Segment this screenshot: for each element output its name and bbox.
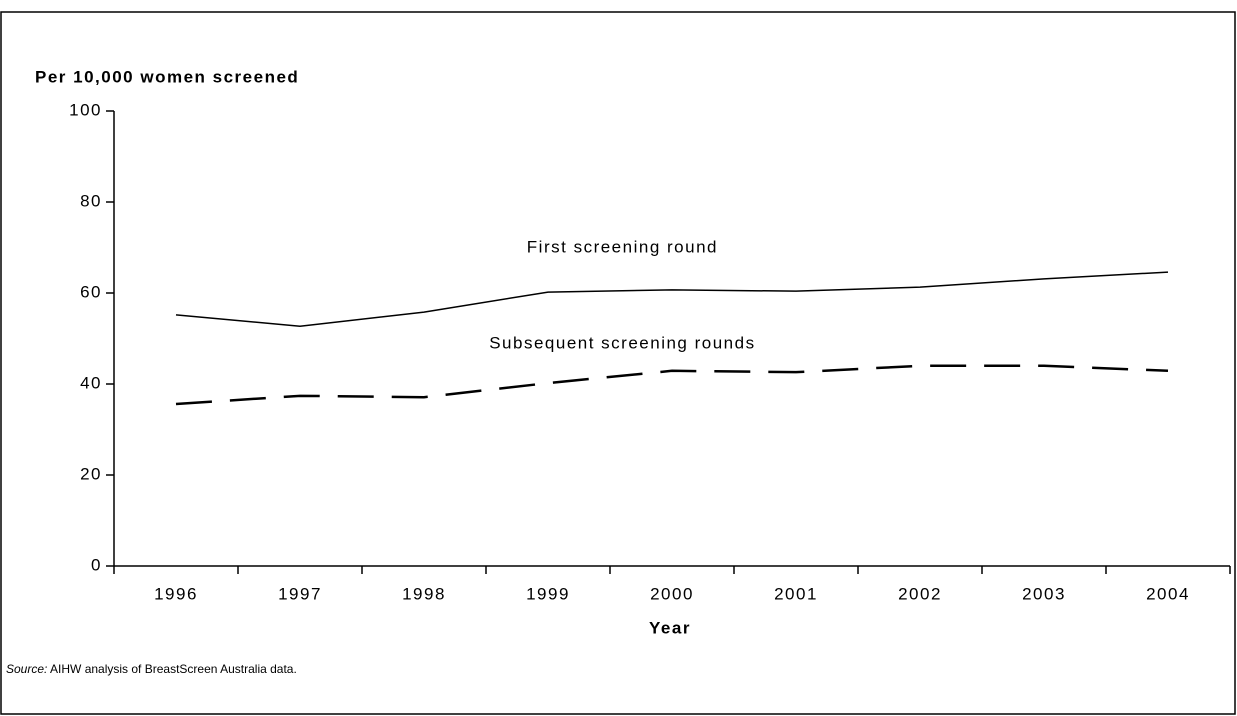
series-label: First screening round	[527, 237, 718, 256]
frame	[0, 11, 1236, 715]
y-axis-title: Per 10,000 women screened	[35, 67, 299, 86]
x-tick-label: 2002	[898, 584, 942, 603]
x-tick-label: 2003	[1022, 584, 1066, 603]
y-tick-label: 100	[69, 100, 102, 119]
x-tick-label: 1999	[526, 584, 570, 603]
x-tick-label: 1997	[278, 584, 322, 603]
y-tick-label: 0	[91, 555, 102, 574]
y-tick-label: 20	[80, 464, 102, 483]
x-tick-label: 1998	[402, 584, 446, 603]
y-tick-label: 40	[80, 373, 102, 392]
series-line	[175, 271, 1169, 327]
y-tick-label: 60	[80, 282, 102, 301]
source-note: Source: AIHW analysis of BreastScreen Au…	[6, 662, 297, 676]
x-tick-label: 2001	[774, 584, 818, 603]
x-axis-title: Year	[649, 618, 691, 637]
source-text: AIHW analysis of BreastScreen Australia …	[50, 662, 297, 676]
series-line	[175, 364, 1169, 406]
x-tick-label: 1996	[154, 584, 198, 603]
x-tick-label: 2000	[650, 584, 694, 603]
series-label: Subsequent screening rounds	[489, 333, 755, 352]
x-tick-label: 2004	[1146, 584, 1190, 603]
y-tick-label: 80	[80, 191, 102, 210]
source-label: Source:	[6, 662, 47, 676]
